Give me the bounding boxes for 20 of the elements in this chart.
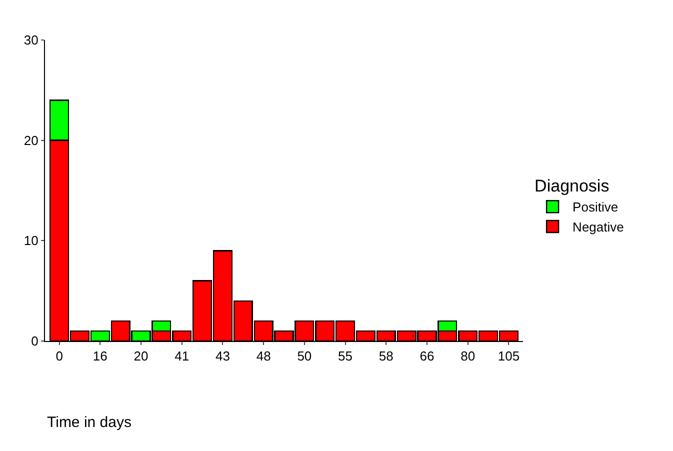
y-tick-label: 0 (31, 334, 38, 349)
x-tick-label: 16 (92, 348, 108, 364)
x-axis-title: Time in days (47, 414, 132, 431)
legend-label: Positive (572, 200, 618, 215)
legend-title: Diagnosis (534, 176, 610, 196)
x-tick-label: 80 (460, 348, 476, 364)
x-tick-label: 43 (215, 348, 230, 364)
x-tick-label: 66 (420, 348, 434, 364)
y-tick-label: 30 (24, 32, 38, 48)
x-tick-label: 20 (134, 348, 148, 364)
x-tick-label: 50 (297, 348, 312, 364)
x-tick-label: 58 (378, 348, 394, 364)
y-tick-label: 10 (24, 233, 38, 248)
x-tick-label: 48 (256, 348, 271, 364)
x-tick-label: 105 (498, 348, 520, 364)
x-tick-label: 55 (338, 348, 353, 364)
x-tick-label: 0 (56, 348, 63, 364)
y-tick-label: 20 (24, 132, 38, 148)
x-tick-label: 41 (174, 348, 190, 364)
legend-label: Negative (572, 220, 624, 235)
